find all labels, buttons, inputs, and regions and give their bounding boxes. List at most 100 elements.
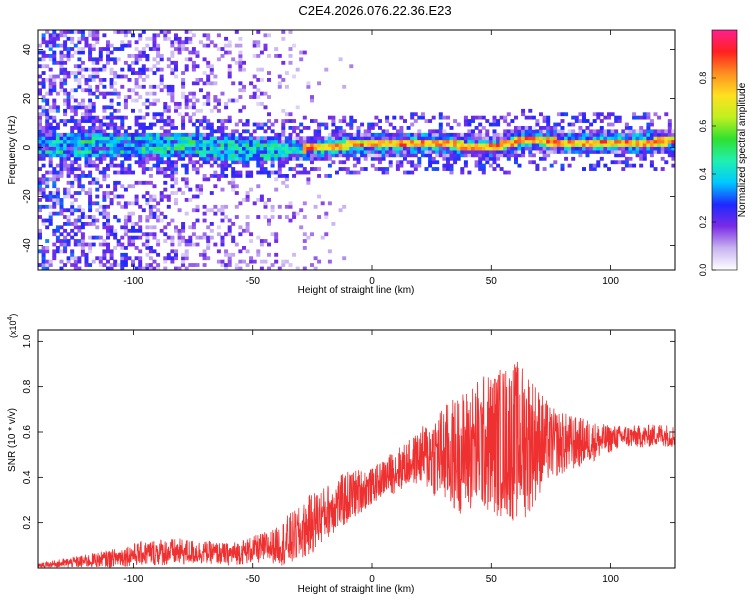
- spectrogram-cell: [238, 259, 243, 264]
- spectrogram-cell: [514, 132, 518, 137]
- spectrogram-cell: [216, 136, 221, 141]
- spectrogram-cell: [378, 136, 382, 141]
- spectrogram-cell: [170, 84, 175, 89]
- spectrogram-cell: [664, 139, 669, 144]
- spectrogram-cell: [446, 156, 450, 161]
- spectrogram-cell: [467, 153, 472, 158]
- spectrogram-cell: [77, 84, 82, 89]
- spectrogram-cell: [113, 129, 118, 134]
- spectrogram-cell: [496, 153, 501, 158]
- spectrogram-cell: [578, 150, 583, 154]
- spectrogram-cell: [41, 54, 46, 58]
- spectrogram-cell: [277, 136, 282, 141]
- spectrogram-cell: [664, 143, 669, 147]
- spectrogram-cell: [59, 156, 64, 161]
- spectrogram-cell: [170, 143, 175, 147]
- spectrogram-cell: [41, 136, 46, 141]
- spectrogram-cell: [166, 57, 171, 62]
- spectrogram-cell: [184, 64, 189, 69]
- spectrogram-cell: [503, 119, 508, 123]
- spectrogram-cell: [159, 150, 164, 154]
- spectrogram-cell: [660, 132, 665, 137]
- spectrogram-cell: [195, 184, 200, 189]
- colorbar-tick-label: 0.6: [698, 120, 708, 133]
- spectrogram-cell: [428, 146, 433, 151]
- spectrogram-cell: [556, 122, 561, 127]
- spectrogram-cell: [553, 126, 558, 130]
- spectrogram-cell: [127, 88, 132, 93]
- spectrogram-cell: [299, 136, 304, 141]
- spectrogram-cell: [134, 98, 139, 103]
- spectrogram-cell: [385, 150, 390, 154]
- spectrogram-cell: [446, 150, 450, 154]
- spectrogram-cell: [91, 129, 96, 134]
- spectrogram-cell: [116, 201, 121, 206]
- spectrogram-cell: [145, 139, 150, 144]
- spectrogram-cell: [174, 126, 178, 130]
- spectrogram-cell: [216, 119, 221, 123]
- spectrogram-cell: [664, 160, 669, 165]
- spectrogram-cell: [420, 139, 425, 144]
- spectrogram-cell: [295, 211, 300, 216]
- spectrogram-cell: [63, 112, 68, 117]
- spectrogram-cell: [148, 263, 153, 267]
- spectrogram-cell: [77, 215, 82, 219]
- spectrogram-cell: [66, 57, 71, 62]
- spectrogram-cell: [531, 132, 536, 137]
- spectrogram-cell: [535, 119, 540, 123]
- spectrogram-cell: [567, 122, 572, 127]
- spectrogram-cell: [435, 136, 440, 141]
- spectrogram-cell: [242, 156, 246, 161]
- spectrogram-cell: [148, 136, 153, 141]
- spectrogram-cell: [320, 235, 325, 240]
- spectrogram-cell: [485, 160, 490, 165]
- spectrogram-cell: [177, 43, 182, 48]
- spectrogram-cell: [342, 129, 347, 134]
- spectrogram-cell: [274, 156, 279, 161]
- spectrogram-cell: [642, 115, 647, 120]
- spectrogram-cell: [349, 143, 354, 147]
- spectrogram-cell: [77, 153, 82, 158]
- spectrogram-cell: [134, 40, 139, 45]
- spectrogram-cell: [195, 98, 200, 103]
- spectrogram-cell: [88, 215, 93, 219]
- spectrogram-cell: [649, 122, 654, 127]
- spectrogram-cell: [378, 119, 382, 123]
- spectrogram-cell: [174, 228, 178, 233]
- spectrogram-cell: [113, 122, 118, 127]
- spectrogram-cell: [91, 36, 96, 41]
- spectrogram-cell: [70, 160, 75, 165]
- spectrogram-cell: [317, 150, 322, 154]
- spectrogram-cell: [174, 150, 178, 154]
- spectrogram-cell: [66, 187, 71, 192]
- spectrogram-cell: [227, 119, 232, 123]
- spectrogram-cell: [113, 215, 118, 219]
- spectrogram-cell: [603, 163, 608, 168]
- spectrogram-cell: [342, 146, 347, 151]
- spectrogram-cell: [249, 153, 254, 158]
- spectrogram-cell: [202, 126, 207, 130]
- spectrogram-cell: [202, 71, 207, 75]
- spectrogram-cell: [145, 266, 150, 270]
- spectrogram-cell: [88, 112, 93, 117]
- spectrogram-cell: [220, 136, 225, 141]
- spectrogram-cell: [367, 132, 372, 137]
- spectrogram-cell: [435, 146, 440, 151]
- spectrogram-cell: [635, 115, 640, 120]
- spectrogram-cell: [80, 174, 85, 178]
- spectrogram-cell: [492, 146, 497, 151]
- spectrogram-cell: [302, 167, 307, 171]
- spectrogram-cell: [206, 156, 211, 161]
- spectrogram-cell: [98, 57, 103, 62]
- y-tick-label: 40: [22, 44, 33, 56]
- spectrogram-cell: [292, 119, 297, 123]
- spectrogram-cell: [181, 235, 186, 240]
- spectrogram-cell: [199, 88, 203, 93]
- spectrogram-cell: [109, 126, 114, 130]
- spectrogram-cell: [145, 57, 150, 62]
- spectrogram-cell: [80, 242, 85, 247]
- spectrogram-cell: [535, 143, 540, 147]
- spectrogram-cell: [632, 146, 637, 151]
- spectrogram-cell: [624, 163, 629, 168]
